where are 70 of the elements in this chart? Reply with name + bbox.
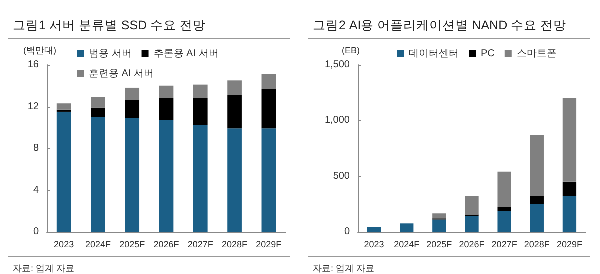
bar [125, 118, 140, 232]
bar [262, 89, 276, 129]
bar [159, 98, 174, 120]
y-tick-label: 16 [28, 60, 40, 70]
bar [498, 206, 512, 212]
y-tick-label: 0 [33, 226, 40, 238]
legend-label: 데이터센터 [409, 48, 459, 60]
legend-label: 스마트폰 [516, 48, 557, 60]
text: 자료: 업계 자료 [13, 264, 75, 274]
y-axis-title: (백만대) [24, 46, 56, 56]
bar [465, 216, 479, 232]
bar [432, 214, 446, 219]
x-tick-label: 2023 [364, 240, 384, 250]
x-tick-label: 2023 [54, 240, 74, 250]
bar [228, 80, 242, 96]
bar [400, 224, 414, 232]
text: 자료: 업계 자료 [313, 264, 375, 274]
x-tick-label: 2024F [394, 240, 420, 250]
x-tick-label: 2029F [256, 240, 282, 250]
bar [367, 226, 382, 232]
x-tick-label: 2028F [222, 240, 248, 250]
chart-title: 그림2 AI용 어플리케이션별 NAND 수요 전망 [313, 18, 567, 32]
legend-label: 범용 서버 [89, 48, 132, 60]
y-tick-label: 8 [33, 143, 40, 154]
legend-label: PC [481, 48, 495, 60]
y-tick-label: 4 [33, 184, 40, 196]
bar [91, 108, 106, 118]
bar [228, 128, 242, 232]
x-tick-label: 2025F [120, 240, 146, 250]
bar [562, 196, 577, 232]
bar [530, 196, 544, 204]
x-tick-label: 2025F [426, 240, 453, 250]
bar [530, 204, 544, 232]
x-tick-label: 2027F [492, 240, 518, 250]
y-tick-label: 12 [28, 101, 40, 112]
bar [562, 182, 577, 196]
bar [159, 120, 174, 232]
bar [228, 95, 242, 129]
bar [465, 196, 479, 215]
bar [56, 104, 72, 110]
x-tick-label: 2028F [524, 240, 550, 250]
bar [193, 126, 208, 232]
y-tick-label: 0 [344, 226, 350, 238]
legend-label: 훈련용 AI 서버 [89, 68, 154, 80]
bar [262, 74, 276, 90]
bar [56, 112, 72, 232]
bar [498, 172, 512, 207]
bar [193, 84, 208, 98]
bar [125, 100, 140, 118]
bar [193, 98, 208, 126]
x-tick-label: 2027F [188, 240, 214, 250]
chart-title: 그림1 서버 분류별 SSD 수요 전망 [13, 18, 206, 32]
bar [125, 88, 140, 100]
bar [432, 220, 446, 232]
bar [262, 128, 276, 232]
x-tick-label: 2026F [459, 240, 486, 250]
bar [159, 86, 174, 98]
bar [498, 211, 512, 232]
x-tick-label: 2029F [556, 240, 583, 250]
y-tick-label: 1,500 [324, 60, 350, 70]
bar [530, 135, 544, 196]
y-tick-label: 1,000 [324, 115, 350, 126]
legend-label: 추론용 AI 서버 [154, 48, 219, 60]
bar [91, 117, 106, 232]
y-axis-title: (EB) [342, 46, 360, 56]
bar [562, 98, 577, 182]
x-tick-label: 2026F [154, 240, 180, 250]
bar [91, 97, 106, 108]
x-tick-label: 2024F [85, 240, 112, 250]
y-tick-label: 500 [333, 170, 350, 182]
